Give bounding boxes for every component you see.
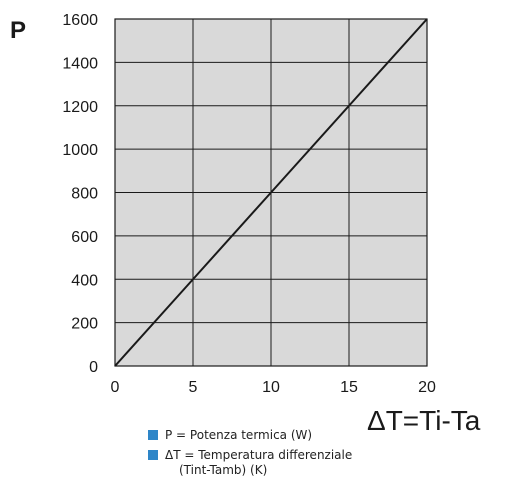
grid	[114, 18, 428, 367]
y-tick-label-1: 200	[71, 316, 98, 333]
legend-text-temperature: ΔT = Temperatura differenziale	[165, 448, 353, 462]
x-tick-label-2: 10	[262, 379, 280, 396]
legend-text-temperature-wrap: ΔT = Temperatura differenziale (Tint-Tam…	[165, 448, 352, 478]
series-line-0	[114, 18, 428, 367]
x-tick-label-1: 5	[189, 379, 198, 396]
legend-item-power: P = Potenza termica (W)	[148, 428, 352, 443]
legend: P = Potenza termica (W) ΔT = Temperatura…	[148, 428, 352, 483]
series-group	[114, 18, 428, 367]
y-tick-label-2: 400	[71, 272, 98, 289]
x-tick-label-4: 20	[418, 379, 436, 396]
y-tick-labels: 0 200 400 600 800 1000 1200 1400 1600	[62, 12, 98, 376]
y-axis-label: P	[10, 17, 26, 44]
x-tick-label-3: 15	[340, 379, 358, 396]
legend-item-temperature: ΔT = Temperatura differenziale (Tint-Tam…	[148, 448, 352, 478]
x-tick-labels: 0 5 10 15 20	[111, 379, 436, 396]
y-tick-label-7: 1400	[62, 55, 98, 72]
legend-text-power: P = Potenza termica (W)	[165, 428, 313, 442]
x-axis-label: ΔT=Ti-Ta	[367, 405, 481, 436]
legend-swatch-power	[148, 430, 158, 440]
y-tick-label-4: 800	[71, 186, 98, 203]
y-tick-label-6: 1200	[62, 99, 98, 116]
legend-swatch-temperature	[148, 450, 158, 460]
y-tick-label-3: 600	[71, 229, 98, 246]
legend-text-temperature-unit: (Tint-Tamb) (K)	[179, 463, 268, 477]
x-tick-label-0: 0	[111, 379, 120, 396]
y-tick-label-0: 0	[89, 359, 98, 376]
y-tick-label-5: 1000	[62, 142, 98, 159]
y-tick-label-8: 1600	[62, 12, 98, 29]
